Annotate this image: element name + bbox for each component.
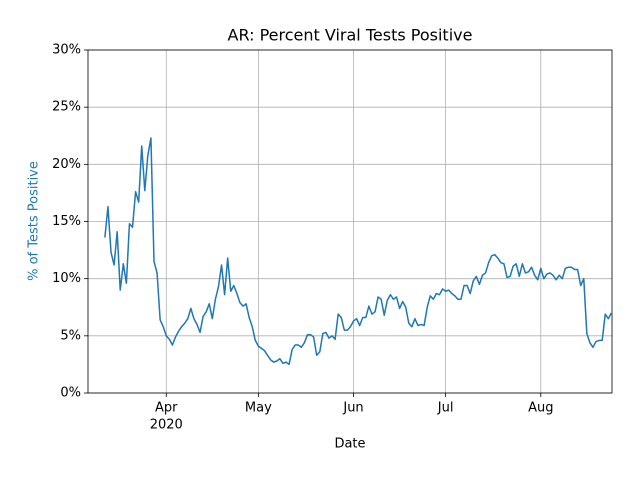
y-tick-label: 20% xyxy=(52,157,81,172)
data-line xyxy=(104,137,613,366)
y-tick-label: 10% xyxy=(52,271,81,286)
y-tick-label: 15% xyxy=(52,214,81,229)
y-tick-label: 5% xyxy=(60,328,81,343)
x-tick-label: Jul xyxy=(437,401,454,416)
y-tick-label: 0% xyxy=(60,386,81,401)
x-tick-label: Jun xyxy=(342,401,363,416)
plot-frame xyxy=(87,49,613,394)
y-axis-label: % of Tests Positive xyxy=(27,161,42,281)
x-tick-label: May xyxy=(245,401,272,416)
chart-title: AR: Percent Viral Tests Positive xyxy=(228,26,473,45)
y-tick-label: 30% xyxy=(52,43,81,58)
x-tick-label: Aug xyxy=(528,401,553,416)
y-tick-label: 25% xyxy=(52,100,81,115)
x-axis-label: Date xyxy=(334,437,365,452)
x-tick-label: Apr xyxy=(155,401,178,416)
x-year-label: 2020 xyxy=(150,418,183,433)
